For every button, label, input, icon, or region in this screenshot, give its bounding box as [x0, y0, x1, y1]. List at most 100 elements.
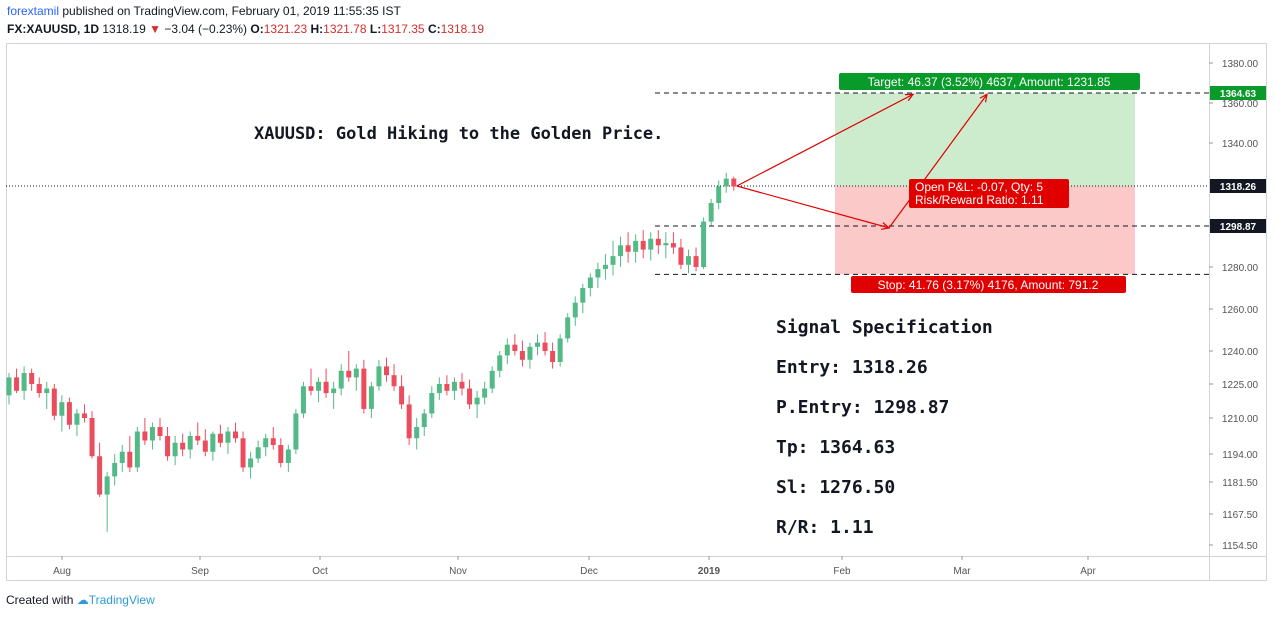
candle	[119, 445, 125, 472]
x-tick-label: Feb	[833, 566, 851, 577]
y-tick-label: 1181.50	[1222, 478, 1258, 489]
candle	[248, 451, 254, 479]
candle	[225, 427, 231, 454]
candle	[686, 249, 691, 274]
pnl-line-1: Open P&L: -0.07, Qty: 5	[915, 180, 1043, 194]
close-value: 1318.19	[440, 22, 485, 36]
x-tick-label: 2019	[698, 566, 721, 577]
high-label: H:	[310, 22, 324, 36]
arrow-to-target-1	[736, 93, 915, 187]
candle	[414, 418, 420, 450]
candle	[316, 377, 322, 403]
x-tick-label: Nov	[449, 566, 467, 577]
candle	[293, 408, 299, 454]
candle	[655, 230, 661, 254]
candle	[233, 422, 238, 443]
created-with-text: Created with	[6, 593, 74, 607]
candle	[406, 395, 412, 445]
candle	[429, 386, 435, 418]
candle	[331, 381, 337, 409]
candle	[602, 253, 608, 280]
tradingview-link[interactable]: TradingView	[88, 593, 155, 607]
target-label: Target: 46.37 (3.52%) 4637, Amount: 1231…	[839, 73, 1140, 90]
candle	[572, 296, 578, 326]
candle	[21, 366, 27, 400]
candle	[127, 436, 133, 472]
y-tick-label: 1260.00	[1222, 305, 1259, 316]
price-tag-label: 1298.87	[1220, 222, 1257, 233]
candle	[489, 366, 495, 394]
candle	[14, 368, 20, 394]
candle	[368, 381, 374, 418]
y-tick-label: 1225.00	[1222, 380, 1259, 391]
high-value: 1321.78	[323, 22, 367, 36]
author-link[interactable]: forextamil	[7, 4, 60, 18]
candle	[285, 445, 291, 472]
low-label: L:	[369, 22, 382, 36]
publish-text: published on TradingView.com, February 0…	[62, 4, 401, 18]
candle	[82, 404, 87, 423]
candle	[134, 427, 140, 472]
candle	[701, 217, 707, 270]
candle	[610, 240, 616, 276]
price-tag-last: 1318.26	[1210, 179, 1266, 193]
candle	[66, 397, 72, 430]
target-label-text: Target: 46.37 (3.52%) 4637, Amount: 1231…	[868, 75, 1111, 89]
open-label: O:	[250, 22, 264, 36]
signal-spec: Signal Specification Entry: 1318.26 P.En…	[776, 317, 993, 538]
candle	[384, 357, 389, 382]
x-tick-label: Dec	[580, 566, 598, 577]
candle	[323, 368, 329, 398]
y-tick-label: 1280.00	[1222, 263, 1259, 274]
y-tick-label: 1340.00	[1222, 139, 1259, 150]
candle	[104, 471, 110, 532]
candle	[300, 381, 306, 418]
price-change: −3.04 (−0.23%)	[164, 22, 248, 36]
candle	[399, 375, 405, 409]
candle	[157, 418, 163, 441]
candle	[180, 433, 186, 457]
candle	[353, 364, 359, 391]
stop-label: Stop: 41.76 (3.17%) 4176, Amount: 791.2	[851, 276, 1126, 293]
candle	[112, 454, 118, 486]
candle	[240, 431, 246, 472]
candle	[51, 384, 57, 421]
pnl-label: Open P&L: -0.07, Qty: 5 Risk/Reward Rati…	[909, 179, 1069, 208]
candle	[172, 436, 178, 466]
candle	[625, 232, 631, 263]
tradingview-logo-icon: ☁	[76, 593, 89, 607]
chart-frame	[6, 43, 1267, 581]
x-tick-label: Mar	[953, 566, 971, 577]
candle	[648, 232, 654, 261]
x-tick-label: Aug	[53, 566, 71, 577]
candle	[467, 379, 473, 409]
candle	[376, 359, 382, 391]
candle	[210, 431, 216, 461]
candle	[308, 368, 314, 396]
candle	[565, 313, 571, 343]
candle	[640, 230, 646, 259]
spec-tp: Tp: 1364.63	[776, 437, 895, 458]
y-tick-label: 1360.00	[1222, 99, 1259, 110]
candle	[663, 232, 669, 259]
target-zone[interactable]	[835, 93, 1135, 186]
close-label: C:	[427, 22, 441, 36]
spec-sl: Sl: 1276.50	[776, 477, 895, 498]
candle	[255, 440, 261, 463]
candle	[542, 332, 548, 356]
candle	[263, 433, 269, 457]
candle	[187, 431, 193, 459]
candle	[716, 180, 722, 210]
y-tick-label: 1194.00	[1222, 450, 1258, 461]
y-tick-label: 1154.50	[1222, 541, 1258, 552]
price-tag-label: 1364.63	[1220, 89, 1257, 100]
spec-entry: Entry: 1318.26	[776, 357, 928, 378]
y-tick-label: 1380.00	[1222, 59, 1259, 70]
candle	[497, 351, 503, 378]
candle	[44, 381, 50, 409]
candle	[557, 334, 563, 367]
open-value: 1321.23	[263, 22, 308, 36]
publish-info: forextamil published on TradingView.com,…	[7, 4, 401, 18]
candle	[474, 390, 480, 418]
